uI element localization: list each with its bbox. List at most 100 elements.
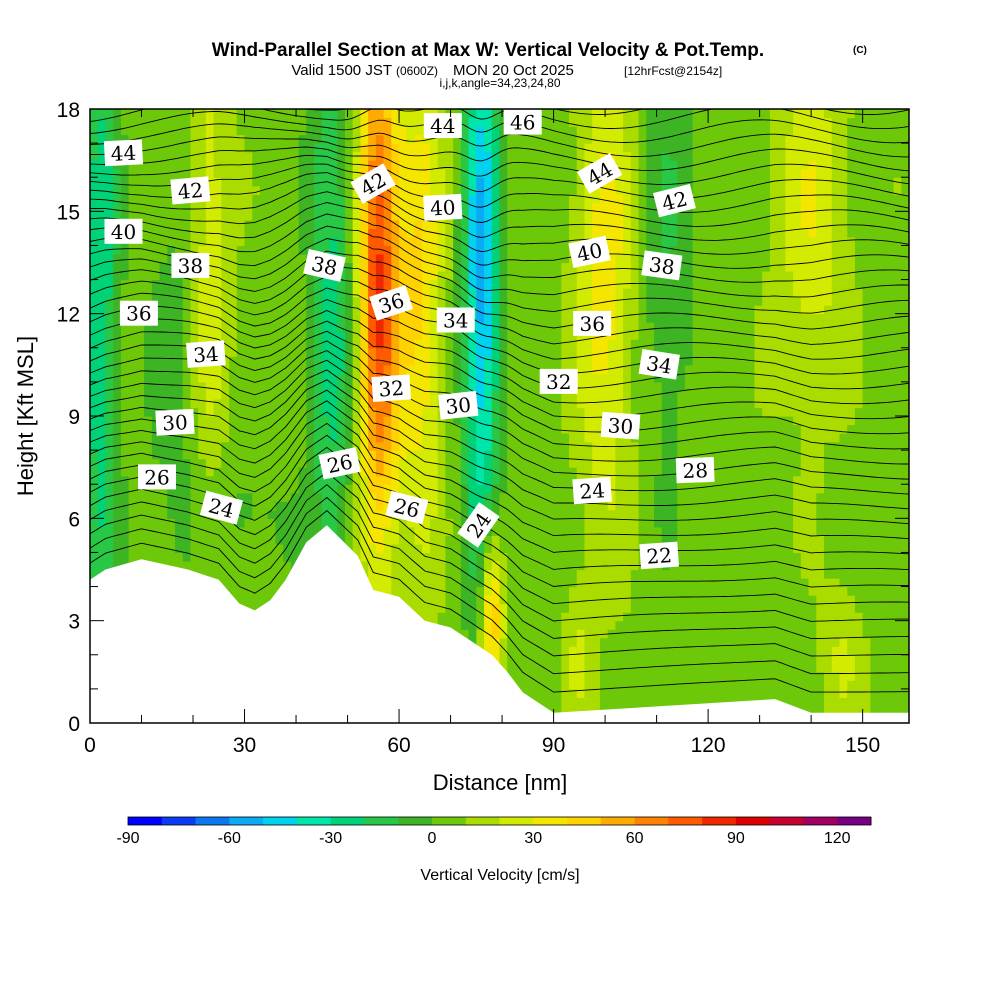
w-cell	[576, 535, 586, 545]
w-cell	[151, 535, 161, 545]
w-cell	[344, 117, 354, 127]
w-cell	[360, 552, 369, 562]
w-cell	[182, 288, 192, 298]
w-cell	[561, 194, 570, 204]
w-cell	[615, 688, 624, 699]
w-cell	[530, 151, 539, 161]
w-cell	[607, 305, 616, 315]
w-cell	[569, 262, 578, 272]
w-cell	[159, 390, 168, 400]
w-cell	[120, 288, 130, 298]
w-cell	[344, 177, 354, 187]
w-cell	[321, 228, 331, 238]
w-cell	[599, 211, 609, 221]
w-cell	[514, 228, 524, 238]
w-cell	[561, 543, 570, 554]
w-cell	[491, 518, 501, 528]
w-cell	[615, 219, 624, 229]
w-cell	[159, 185, 168, 195]
w-cell	[484, 595, 493, 605]
w-cell	[460, 168, 470, 178]
w-cell	[97, 194, 107, 204]
w-cell	[414, 433, 423, 443]
w-cell	[275, 347, 284, 357]
w-cell	[437, 492, 447, 502]
w-cell	[306, 450, 315, 460]
w-cell	[553, 697, 562, 707]
w-cell	[236, 134, 246, 144]
w-cell	[584, 518, 593, 528]
w-cell	[360, 143, 369, 153]
w-cell	[198, 211, 207, 221]
w-cell	[213, 407, 222, 417]
w-cell	[484, 586, 493, 596]
w-cell	[368, 194, 377, 204]
w-cell	[507, 211, 516, 221]
w-cell	[198, 569, 207, 579]
w-cell	[507, 560, 516, 571]
w-cell	[298, 543, 307, 554]
w-cell	[623, 603, 632, 613]
w-cell	[368, 288, 377, 298]
w-cell	[290, 168, 300, 178]
w-cell	[615, 398, 624, 409]
w-cell	[283, 160, 292, 170]
w-cell	[499, 262, 508, 272]
w-cell	[383, 313, 392, 323]
w-cell	[460, 262, 470, 272]
w-cell	[530, 160, 539, 170]
w-cell	[499, 509, 508, 519]
w-cell	[545, 552, 555, 562]
w-cell	[314, 305, 323, 315]
w-cell	[507, 253, 516, 264]
w-cell	[538, 569, 547, 579]
w-cell	[329, 245, 338, 255]
w-cell	[545, 109, 555, 119]
w-cell	[538, 245, 547, 255]
w-cell	[584, 680, 593, 690]
w-cell	[221, 109, 230, 119]
w-cell	[491, 356, 501, 366]
w-cell	[406, 407, 416, 417]
w-cell	[105, 305, 114, 315]
w-cell	[221, 177, 230, 187]
w-cell	[561, 637, 570, 647]
w-cell	[569, 433, 578, 443]
w-cell	[584, 296, 593, 306]
w-cell	[252, 467, 261, 477]
w-cell	[538, 595, 547, 605]
w-cell	[437, 424, 447, 434]
w-cell	[375, 535, 385, 545]
w-cell	[120, 526, 130, 536]
w-cell	[476, 262, 485, 272]
w-cell	[290, 433, 300, 443]
w-cell	[615, 543, 624, 554]
w-cell	[221, 424, 230, 434]
w-cell	[522, 356, 532, 366]
w-cell	[414, 211, 423, 221]
w-cell	[422, 381, 431, 392]
w-cell	[522, 296, 532, 306]
w-cell	[491, 586, 501, 596]
w-cell	[530, 688, 539, 699]
w-cell	[530, 612, 539, 622]
w-cell	[360, 381, 369, 392]
w-cell	[105, 475, 114, 485]
w-cell	[314, 526, 323, 536]
w-cell	[314, 177, 323, 187]
w-cell	[229, 458, 238, 468]
w-cell	[491, 526, 501, 536]
w-cell	[615, 109, 624, 119]
w-cell	[290, 458, 300, 468]
w-cell	[368, 236, 377, 247]
w-cell	[174, 236, 184, 247]
w-cell	[360, 219, 369, 229]
w-cell	[275, 253, 284, 264]
w-cell	[275, 211, 284, 221]
w-cell	[259, 211, 269, 221]
w-cell	[221, 202, 230, 212]
w-cell	[491, 569, 501, 579]
w-cell	[283, 458, 292, 468]
w-cell	[522, 680, 532, 690]
w-cell	[460, 364, 470, 374]
